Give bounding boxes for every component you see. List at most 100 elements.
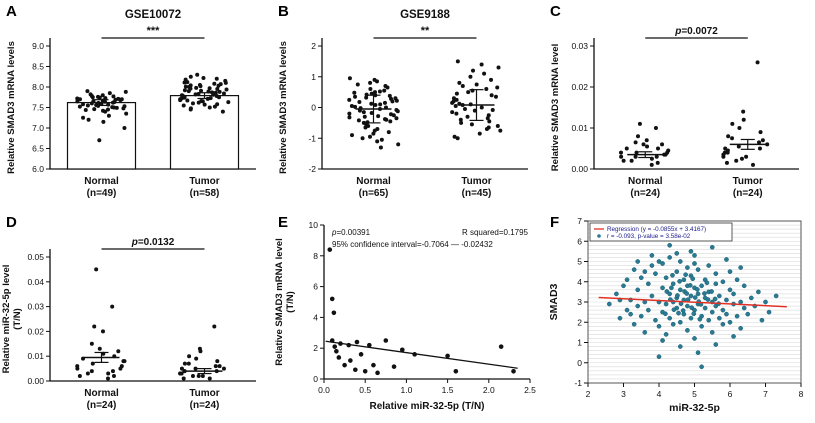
chart-f-scatter: -1 0 1 2 3 4 5 6 7 2 3 4 5 6 7 8 miR-32-5p SMAD3 Regressio… [548,216,804,414]
chart-a-dotplot: 6.0 6.5 7.0 7.5 8.0 8.5 9.0 Relative SMAD3 mRNA… [6,9,256,199]
svg-text:Tumor: Tumor [461,176,491,187]
svg-text:0.05: 0.05 [27,252,44,262]
svg-text:(n=24): (n=24) [733,188,763,199]
panel-e-label: E [278,214,289,231]
svg-text:Tumor: Tumor [189,388,219,399]
svg-text:0.5: 0.5 [359,385,371,395]
svg-text:p=0.0132: p=0.0132 [131,237,175,248]
svg-text:(n=58): (n=58) [190,188,220,199]
svg-text:7: 7 [577,216,582,226]
svg-text:4: 4 [657,389,662,399]
svg-text:(n=65): (n=65) [359,188,389,199]
svg-text:10: 10 [309,220,319,230]
svg-text:(T/N): (T/N) [285,291,296,313]
svg-text:0.03: 0.03 [27,302,44,312]
svg-text:2: 2 [577,317,582,327]
svg-text:Tumor: Tumor [733,176,763,187]
svg-text:Relative SMAD3 mRNA levels: Relative SMAD3 mRNA levels [278,41,289,174]
svg-text:8.0: 8.0 [32,82,44,92]
svg-text:2.0: 2.0 [483,385,495,395]
svg-text:0: 0 [577,358,582,368]
svg-text:1.0: 1.0 [400,385,412,395]
svg-text:3: 3 [577,297,582,307]
svg-text:0.01: 0.01 [571,123,588,133]
chart-c-dotplot: 0.00 0.01 0.02 0.03 Relative SMAD3 mRNA leve… [550,26,799,199]
svg-text:Normal: Normal [84,176,119,187]
svg-text:(n=24): (n=24) [630,188,660,199]
svg-text:(n=45): (n=45) [462,188,492,199]
svg-text:Relative miR-32-5p level: Relative miR-32-5p level [1,265,12,374]
panel-c-label: C [550,3,561,20]
svg-text:R squared=0.1795: R squared=0.1795 [462,228,529,237]
svg-text:5: 5 [577,257,582,267]
panel-a-label: A [6,3,17,20]
svg-text:(T/N): (T/N) [12,308,23,330]
svg-text:3: 3 [621,389,626,399]
svg-text:8: 8 [799,389,804,399]
panel-c: C 0.00 0.01 0.02 0.03 Relative SMAD3 mRNA le… [544,0,815,211]
svg-text:0.01: 0.01 [27,351,44,361]
svg-text:7.5: 7.5 [32,103,44,113]
svg-text:6: 6 [313,282,318,292]
svg-text:Relative SMAD3 mRNA level: Relative SMAD3 mRNA level [274,238,285,365]
svg-text:7.0: 7.0 [32,123,44,133]
svg-text:6.5: 6.5 [32,144,44,154]
svg-text:0.02: 0.02 [571,82,588,92]
svg-text:8: 8 [313,251,318,261]
svg-text:Relative SMAD3 mRNA level: Relative SMAD3 mRNA level [550,44,561,171]
svg-text:0: 0 [311,103,316,113]
svg-text:2: 2 [586,389,591,399]
svg-text:2.5: 2.5 [524,385,536,395]
svg-text:95% confidence interval=-0.706: 95% confidence interval=-0.7064 — -0.024… [332,240,493,249]
panel-e: E 0 2 4 6 8 10 0.0 0.5 1.0 1.5 2.0 2.5 Relative miR-… [272,211,544,423]
svg-text:(n=24): (n=24) [87,400,117,411]
panel-b: B -2 -1 0 1 2 Relative SMAD3 mRNA levels Norma… [272,0,544,211]
svg-text:6.0: 6.0 [32,164,44,174]
svg-text:4: 4 [313,312,318,322]
svg-text:0.02: 0.02 [27,326,44,336]
svg-text:p=0.0072: p=0.0072 [674,26,718,37]
panel-d: D 0.00 0.01 0.02 0.03 0.04 0.05 Relative miR-3… [0,211,272,423]
svg-text:-1: -1 [574,378,582,388]
svg-text:1: 1 [311,72,316,82]
svg-text:GSE10072: GSE10072 [125,9,181,21]
svg-text:(n=49): (n=49) [87,188,117,199]
svg-text:5: 5 [692,389,697,399]
panel-b-label: B [278,3,289,20]
svg-text:0.0: 0.0 [318,385,330,395]
svg-text:SMAD3: SMAD3 [548,283,560,320]
svg-text:8.5: 8.5 [32,62,44,72]
svg-text:Normal: Normal [628,176,663,187]
svg-text:Normal: Normal [356,176,391,187]
svg-text:1.5: 1.5 [442,385,454,395]
svg-text:(n=24): (n=24) [190,400,220,411]
svg-text:2: 2 [313,343,318,353]
svg-text:Normal: Normal [84,388,119,399]
svg-text:0.00: 0.00 [571,164,588,174]
svg-text:Relative miR-32-5p (T/N): Relative miR-32-5p (T/N) [369,401,484,412]
svg-text:miR-32-5p: miR-32-5p [669,402,720,414]
chart-e-scatter: 0 2 4 6 8 10 0.0 0.5 1.0 1.5 2.0 2.5 Relative miR-32… [274,220,536,412]
svg-text:**: ** [421,25,430,37]
svg-text:p=0.00391: p=0.00391 [331,228,371,237]
svg-text:6: 6 [728,389,733,399]
svg-text:2: 2 [311,41,316,51]
svg-text:0.04: 0.04 [27,277,44,287]
svg-text:7: 7 [763,389,768,399]
svg-text:GSE9188: GSE9188 [400,9,450,21]
svg-text:0: 0 [313,374,318,384]
svg-text:***: *** [147,25,161,37]
panel-d-label: D [6,214,17,231]
svg-text:Tumor: Tumor [189,176,219,187]
svg-text:0.00: 0.00 [27,376,44,386]
svg-text:9.0: 9.0 [32,41,44,51]
svg-text:Regression (y = -0.0855x + 3.4: Regression (y = -0.0855x + 3.4167) [607,226,706,233]
svg-text:Relative SMAD3 mRNA levels: Relative SMAD3 mRNA levels [6,41,17,174]
svg-text:-2: -2 [308,164,316,174]
svg-text:1: 1 [577,338,582,348]
svg-text:0.03: 0.03 [571,41,588,51]
svg-text:4: 4 [577,277,582,287]
svg-text:6: 6 [577,236,582,246]
svg-text:r = -0.093, p-value = 3.58e-02: r = -0.093, p-value = 3.58e-02 [607,233,691,240]
